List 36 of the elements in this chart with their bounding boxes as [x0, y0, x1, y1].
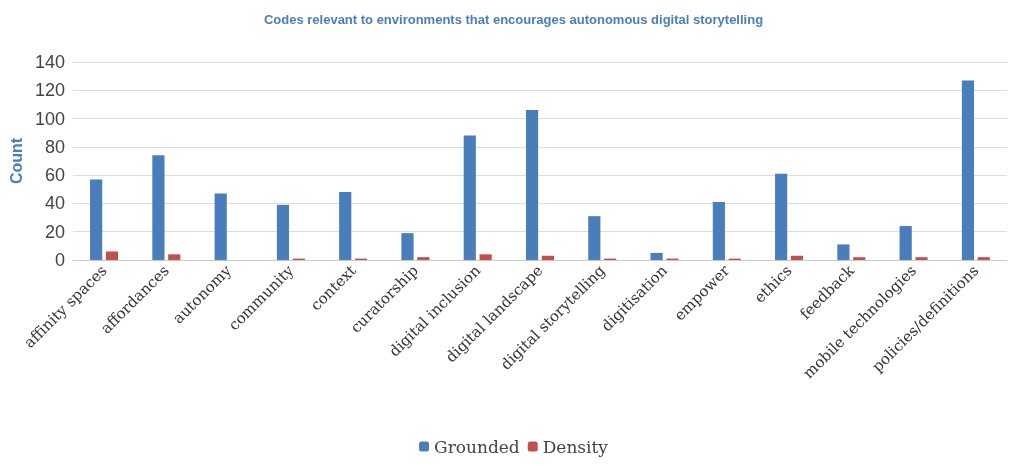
bar — [152, 155, 165, 260]
legend-label: Density — [542, 436, 609, 457]
bar — [276, 204, 290, 260]
bar — [541, 255, 554, 260]
bar — [961, 80, 975, 260]
bar — [837, 244, 850, 260]
bar — [588, 216, 601, 260]
legend-label: Grounded — [434, 436, 520, 457]
y-axis-title: Count — [7, 137, 25, 185]
bar — [105, 251, 119, 260]
bar — [463, 135, 476, 260]
y-tick-label: 0 — [54, 250, 65, 270]
bar — [417, 257, 430, 260]
bar — [525, 110, 539, 260]
bar — [339, 192, 352, 260]
bar — [479, 254, 492, 260]
y-tick-label: 20 — [44, 221, 65, 242]
y-tick-label: 100 — [34, 108, 65, 129]
bar — [853, 257, 866, 260]
bar — [977, 257, 990, 260]
bar — [214, 193, 227, 260]
bar — [915, 257, 928, 260]
bar — [90, 179, 103, 260]
y-tick-label: 140 — [34, 52, 65, 72]
bar — [168, 254, 181, 260]
bar — [650, 252, 663, 260]
bar — [712, 202, 725, 260]
y-tick-label: 80 — [44, 136, 65, 157]
y-tick-label: 120 — [34, 80, 65, 101]
bar — [790, 255, 804, 260]
bar — [775, 173, 788, 260]
bar — [899, 226, 912, 260]
bar — [401, 233, 414, 260]
chart-title: Codes relevant to environments that encourages autonomous digital storytelling — [263, 12, 764, 27]
y-tick-label: 40 — [44, 193, 65, 214]
y-tick-label: 60 — [44, 165, 65, 186]
